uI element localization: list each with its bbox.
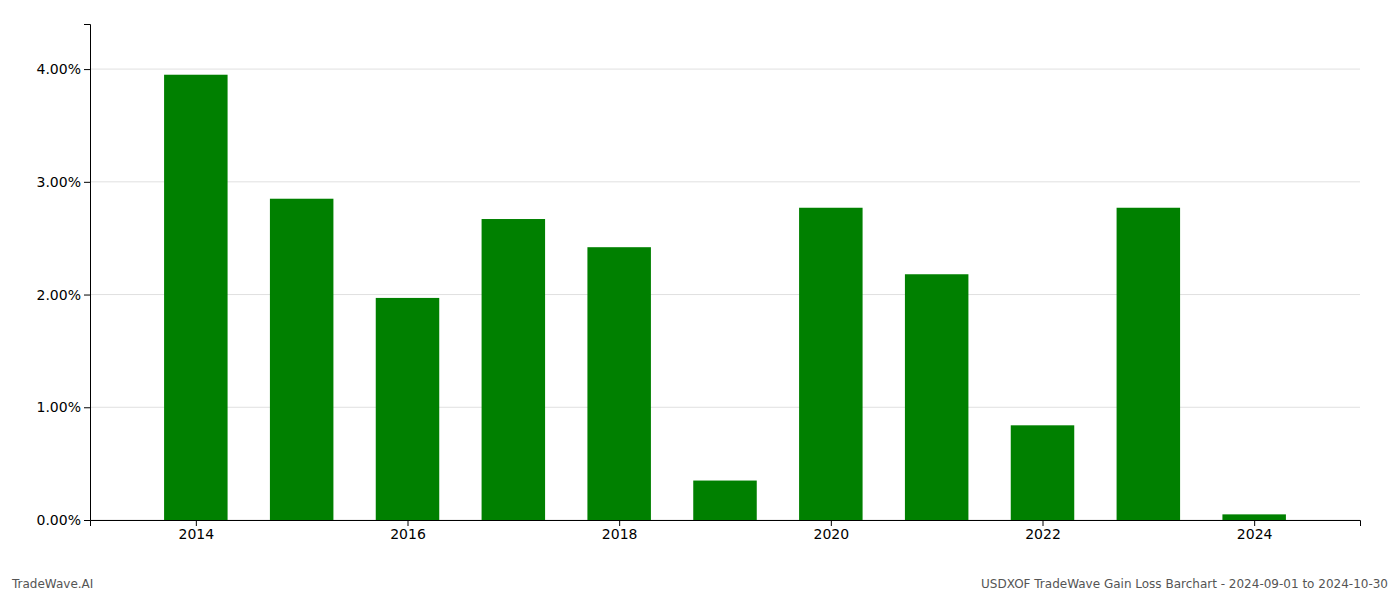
x-tick-label: 2018 [602,526,638,542]
x-tick-label: 2016 [390,526,426,542]
y-tick: 4.00% [37,61,90,77]
grid [90,69,1360,520]
x-tick: 2024 [1237,520,1273,542]
grid-line [90,69,1360,70]
x-tick-label: 2022 [1025,526,1061,542]
x-tick: 2022 [1025,520,1061,542]
x-tick: 2016 [390,520,426,542]
bar [376,298,440,520]
bar [1222,514,1286,520]
x-tick-label: 2014 [179,526,215,542]
x-axis-line [91,521,1361,527]
bar [799,208,863,520]
bar [905,274,969,520]
chart-container: 2014 2016 2018 2020 2022 2024 0.00% 1.00% 2.00% 3… [0,0,1400,600]
y-tick-label: 4.00% [37,61,81,77]
x-tick: 2020 [814,520,850,542]
bar [693,481,757,520]
y-tick-label: 0.00% [37,512,81,528]
chart-svg: 2014 2016 2018 2020 2022 2024 0.00% 1.00% 2.00% 3… [0,0,1400,600]
y-tick-mark [84,182,90,183]
y-tick-mark [84,295,90,296]
y-tick-mark [84,69,90,70]
x-axis: 2014 2016 2018 2020 2022 2024 [91,520,1361,542]
y-tick-label: 1.00% [37,399,81,415]
x-tick-label: 2020 [814,526,850,542]
bar [1117,208,1181,520]
y-tick: 1.00% [37,399,90,415]
y-tick-mark [84,407,90,408]
bar [587,247,651,520]
y-tick-label: 2.00% [37,287,81,303]
x-tick: 2014 [179,520,215,542]
footer-text: TradeWave.AI [11,577,93,591]
x-tick: 2018 [602,520,638,542]
x-tick-label: 2024 [1237,526,1273,542]
bar [1011,425,1075,520]
grid-line [90,181,1360,182]
bar [270,199,334,520]
y-tick: 0.00% [37,512,90,528]
footer-text: USDXOF TradeWave Gain Loss Barchart - 20… [981,577,1388,591]
y-tick-label: 3.00% [37,174,81,190]
bar [164,75,228,520]
bars [164,75,1286,520]
y-axis: 0.00% 1.00% 2.00% 3.00% 4.00% [37,25,91,528]
bar [482,219,546,520]
y-tick: 2.00% [37,287,90,303]
y-axis-line [84,25,91,521]
y-tick-mark [84,520,90,521]
plot-area: 2014 2016 2018 2020 2022 2024 0.00% 1.00% 2.00% 3… [37,25,1361,542]
y-tick: 3.00% [37,174,90,190]
